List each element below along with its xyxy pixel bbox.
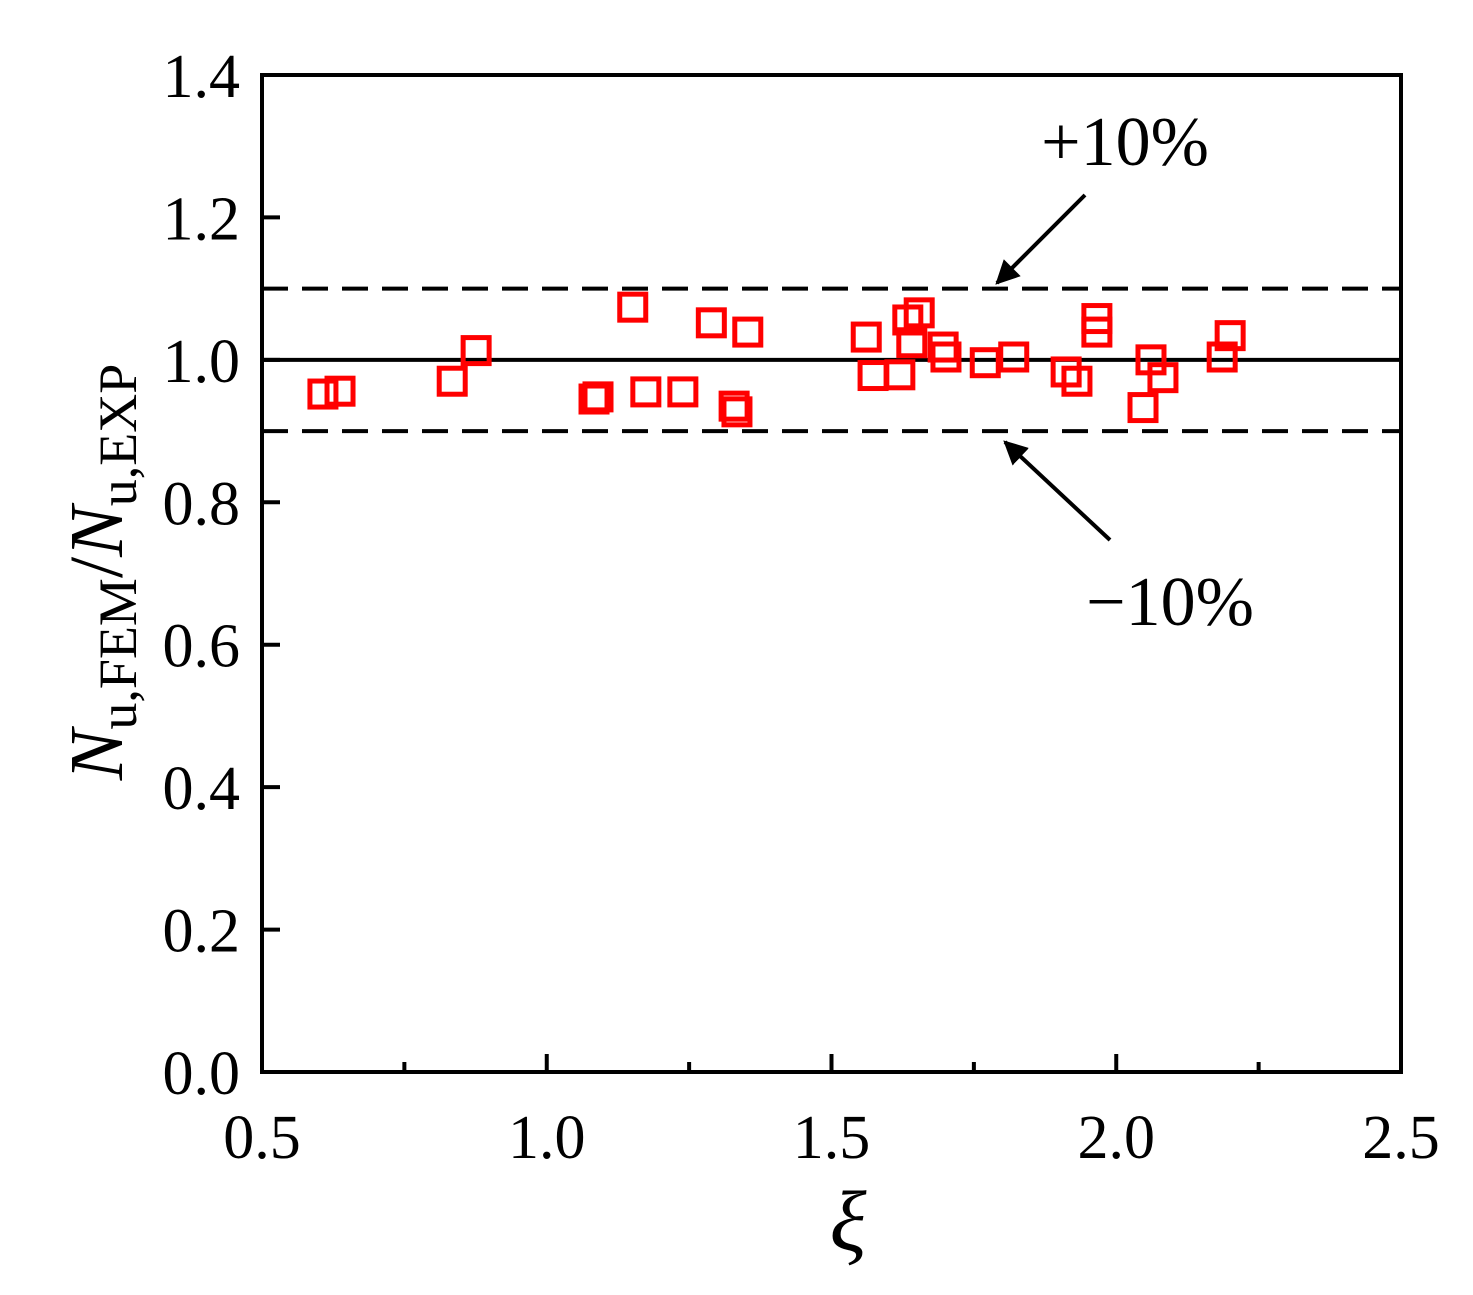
data-point	[850, 321, 882, 353]
x-tick-label: 2.5	[1362, 1104, 1440, 1172]
data-point	[307, 378, 339, 410]
y-tick-label: 0.6	[163, 613, 241, 681]
data-point	[1127, 392, 1159, 424]
y-label-part: N	[55, 725, 139, 781]
x-tick-label: 1.5	[793, 1104, 871, 1172]
data-point	[324, 375, 356, 407]
data-point	[930, 341, 962, 373]
data-point	[998, 341, 1030, 373]
y-tick-label: 1.4	[163, 43, 241, 111]
y-tick-label: 0.0	[163, 1040, 241, 1108]
y-tick-label: 1.2	[163, 185, 241, 253]
y-label-part: /	[55, 556, 139, 578]
y-tick-label: 1.0	[163, 328, 241, 396]
y-axis-label: Nu,FEM/Nu,EXP	[55, 364, 148, 782]
data-point	[903, 297, 935, 329]
data-point	[695, 307, 727, 339]
y-label-part: u,FEM	[88, 578, 148, 730]
x-axis-label: ξ	[830, 1173, 867, 1269]
data-point	[582, 381, 614, 413]
data-point	[732, 316, 764, 348]
data-point	[718, 390, 750, 422]
y-tick-label: 0.8	[163, 470, 241, 538]
plot-area: 0.5 1.0 1.5 2.0 2.5 0.0 0.2 0.4 0.6 0.8 1.0 1.2 1.4	[163, 43, 1440, 1172]
data-point	[927, 331, 959, 363]
x-tick-label: 1.0	[508, 1104, 586, 1172]
data-point	[1081, 316, 1113, 348]
data-point	[884, 359, 916, 391]
y-tick-label: 0.4	[163, 755, 241, 823]
data-point	[1061, 365, 1093, 397]
data-point	[460, 335, 492, 367]
data-point	[721, 396, 753, 428]
y-label-part: N	[55, 502, 139, 558]
annotation-arrow	[1003, 440, 1112, 542]
y-label-part: u,EXP	[88, 364, 148, 507]
plot-frame	[260, 73, 1403, 1074]
y-tick-label: 0.2	[163, 898, 241, 966]
annotation: −10%	[1086, 564, 1254, 641]
x-tick-label: 0.5	[223, 1104, 301, 1172]
data-point	[969, 347, 1001, 379]
annotation-arrow	[995, 193, 1087, 285]
x-tick-label: 2.0	[1078, 1104, 1156, 1172]
data-point	[857, 360, 889, 392]
annotation: +10%	[1041, 104, 1209, 181]
data-point	[630, 376, 662, 408]
data-point	[617, 291, 649, 323]
data-point	[436, 365, 468, 397]
data-point	[1214, 320, 1246, 352]
data-point	[1206, 341, 1238, 373]
data-point	[667, 376, 699, 408]
data-point	[896, 327, 928, 359]
data-point	[1147, 362, 1179, 394]
